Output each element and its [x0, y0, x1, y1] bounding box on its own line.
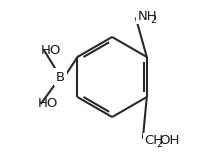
Text: HO: HO [37, 97, 58, 110]
Text: CH: CH [144, 134, 164, 147]
Text: OH: OH [160, 134, 180, 147]
Text: B: B [56, 71, 65, 83]
Text: HO: HO [40, 44, 61, 57]
Text: NH: NH [138, 10, 157, 23]
Text: 2: 2 [156, 139, 163, 149]
Text: 2: 2 [150, 15, 156, 24]
